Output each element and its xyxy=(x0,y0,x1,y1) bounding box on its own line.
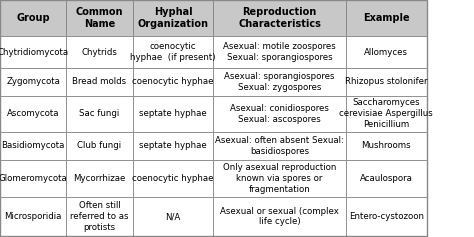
Text: Sac fungi: Sac fungi xyxy=(80,109,119,118)
Bar xyxy=(0,68,66,96)
Bar xyxy=(66,132,133,160)
Bar xyxy=(346,96,427,132)
Text: Asexual: often absent Sexual:
basidiospores: Asexual: often absent Sexual: basidiospo… xyxy=(215,136,344,155)
Text: Mycorrhizae: Mycorrhizae xyxy=(73,174,126,183)
Text: Club fungi: Club fungi xyxy=(77,141,122,150)
Text: Asexual or sexual (complex
life cycle): Asexual or sexual (complex life cycle) xyxy=(220,207,339,227)
Bar xyxy=(213,96,346,132)
Text: Allomyces: Allomyces xyxy=(365,48,408,57)
Text: Zygomycota: Zygomycota xyxy=(6,77,60,86)
Text: Entero-cystozoon: Entero-cystozoon xyxy=(349,212,424,221)
Bar xyxy=(0,0,66,36)
Bar xyxy=(346,0,427,36)
Bar xyxy=(66,160,133,197)
Bar xyxy=(133,197,213,236)
Text: Example: Example xyxy=(363,14,410,23)
Text: coenocytic hyphae: coenocytic hyphae xyxy=(132,77,214,86)
Text: Often still
referred to as
protists: Often still referred to as protists xyxy=(70,201,129,232)
Bar xyxy=(346,68,427,96)
Text: Common
Name: Common Name xyxy=(76,7,123,29)
Bar xyxy=(66,68,133,96)
Text: coenocytic
hyphae  (if present): coenocytic hyphae (if present) xyxy=(130,42,216,62)
Bar xyxy=(213,132,346,160)
Bar xyxy=(213,68,346,96)
Text: Bread molds: Bread molds xyxy=(73,77,127,86)
Bar xyxy=(213,0,346,36)
Bar xyxy=(213,160,346,197)
Text: Chytridiomycota: Chytridiomycota xyxy=(0,48,69,57)
Text: Rhizopus stolonifer: Rhizopus stolonifer xyxy=(345,77,428,86)
Bar xyxy=(66,36,133,68)
Bar xyxy=(346,197,427,236)
Bar xyxy=(346,36,427,68)
Bar xyxy=(346,160,427,197)
Text: coenocytic hyphae: coenocytic hyphae xyxy=(132,174,214,183)
Text: Only asexual reproduction
known via spores or
fragmentation: Only asexual reproduction known via spor… xyxy=(223,163,337,194)
Text: septate hyphae: septate hyphae xyxy=(139,141,207,150)
Bar xyxy=(66,96,133,132)
Bar xyxy=(133,68,213,96)
Bar xyxy=(213,36,346,68)
Text: Basidiomycota: Basidiomycota xyxy=(1,141,65,150)
Text: Asexual: sporangiospores
Sexual: zygospores: Asexual: sporangiospores Sexual: zygospo… xyxy=(224,72,335,92)
Text: Chytrids: Chytrids xyxy=(82,48,118,57)
Bar xyxy=(133,96,213,132)
Text: Asexual: motile zoospores
Sexual: sporangiospores: Asexual: motile zoospores Sexual: sporan… xyxy=(223,42,336,62)
Text: Asexual: conidiospores
Sexual: ascospores: Asexual: conidiospores Sexual: ascospore… xyxy=(230,104,329,124)
Bar xyxy=(0,132,66,160)
Text: Group: Group xyxy=(17,14,50,23)
Bar xyxy=(0,96,66,132)
Text: septate hyphae: septate hyphae xyxy=(139,109,207,118)
Text: Glomeromycota: Glomeromycota xyxy=(0,174,68,183)
Text: Saccharomyces
cerevisiae Aspergillus
Penicillium: Saccharomyces cerevisiae Aspergillus Pen… xyxy=(339,99,433,129)
Bar xyxy=(346,132,427,160)
Bar xyxy=(0,197,66,236)
Bar xyxy=(133,0,213,36)
Text: Reproduction
Characteristics: Reproduction Characteristics xyxy=(238,7,321,29)
Bar xyxy=(133,132,213,160)
Bar xyxy=(133,36,213,68)
Text: N/A: N/A xyxy=(165,212,181,221)
Text: Mushrooms: Mushrooms xyxy=(362,141,411,150)
Bar xyxy=(0,160,66,197)
Text: Ascomycota: Ascomycota xyxy=(7,109,59,118)
Bar xyxy=(213,197,346,236)
Text: Microsporidia: Microsporidia xyxy=(4,212,62,221)
Bar xyxy=(133,160,213,197)
Bar xyxy=(66,0,133,36)
Bar xyxy=(0,36,66,68)
Text: Acaulospora: Acaulospora xyxy=(360,174,413,183)
Text: Hyphal
Organization: Hyphal Organization xyxy=(137,7,209,29)
Bar xyxy=(66,197,133,236)
